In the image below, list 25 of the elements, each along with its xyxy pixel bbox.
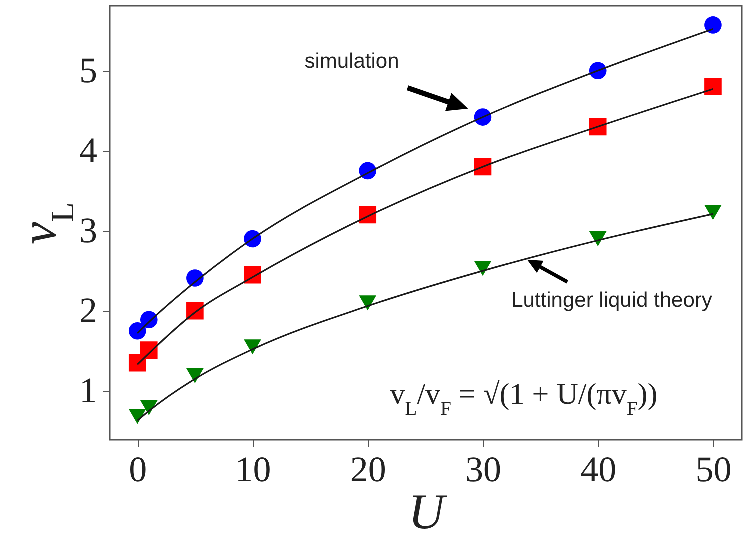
point bbox=[128, 322, 146, 340]
point bbox=[704, 78, 722, 96]
y-tick-label: 2 bbox=[80, 290, 98, 331]
annotation: Luttinger liquid theory bbox=[512, 289, 713, 312]
point bbox=[704, 205, 722, 220]
annotation: v$_{L}$/v$_{F}$ = √(1 + U/(πv$_{F}$)) bbox=[390, 378, 658, 420]
x-tick-label: 0 bbox=[129, 450, 148, 490]
point bbox=[359, 296, 377, 311]
x-tick-label: 50 bbox=[696, 450, 732, 490]
x-tick-label: 20 bbox=[350, 450, 386, 490]
point bbox=[186, 368, 204, 384]
y-tick-label: 3 bbox=[80, 210, 98, 251]
x-tick-label: 30 bbox=[465, 450, 502, 490]
y-tick-label: 4 bbox=[80, 130, 98, 170]
annotation: simulation bbox=[304, 50, 400, 73]
x-tick-label: 40 bbox=[580, 450, 617, 490]
x-axis-title: U bbox=[408, 484, 448, 540]
y-tick-label: 5 bbox=[80, 50, 98, 90]
x-tick-label: 10 bbox=[235, 450, 272, 490]
point bbox=[128, 409, 146, 424]
point bbox=[244, 340, 262, 355]
point bbox=[589, 232, 607, 247]
point bbox=[704, 16, 722, 34]
point bbox=[474, 261, 492, 276]
y-tick-label: 1 bbox=[80, 370, 98, 411]
